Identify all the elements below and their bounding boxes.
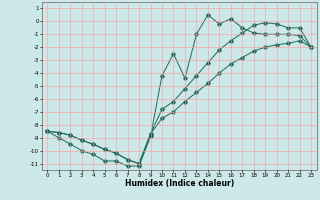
X-axis label: Humidex (Indice chaleur): Humidex (Indice chaleur) bbox=[124, 179, 234, 188]
